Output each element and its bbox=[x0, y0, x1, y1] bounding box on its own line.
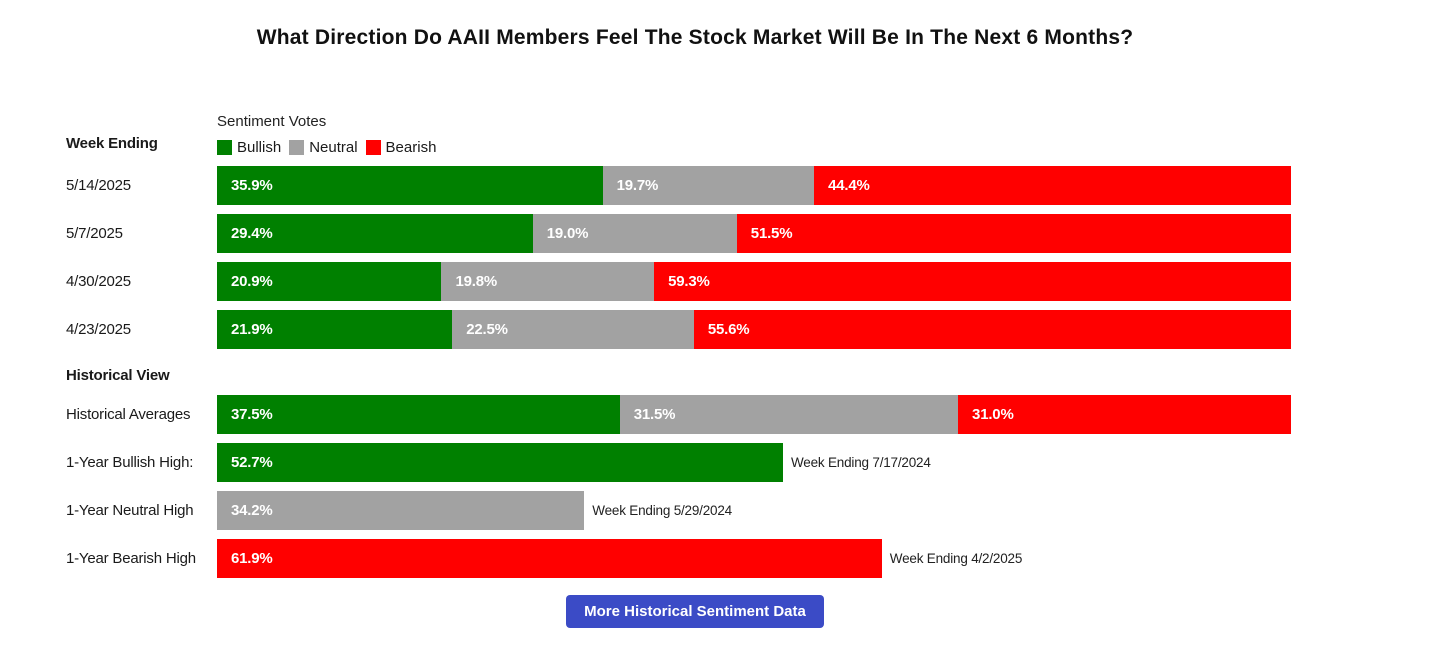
legend-item-bearish: Bearish bbox=[365, 139, 437, 156]
legend-label-bearish: Bearish bbox=[385, 139, 437, 156]
bearish-value-label: 31.0% bbox=[972, 406, 1014, 423]
neutral-swatch-icon bbox=[289, 140, 305, 155]
bullish-segment: 35.9% bbox=[217, 166, 603, 205]
bar-area: 34.2% Week Ending 5/29/2024 bbox=[217, 491, 1291, 530]
bullish-segment: 21.9% bbox=[217, 310, 453, 349]
bullish-value-label: 37.5% bbox=[231, 406, 273, 423]
bullish-value-label: 29.4% bbox=[231, 225, 273, 242]
bearish-high-annotation: Week Ending 4/2/2025 bbox=[889, 551, 1023, 566]
bearish-high-bar: 61.9% bbox=[217, 539, 882, 578]
button-row: More Historical Sentiment Data bbox=[0, 595, 1390, 628]
stacked-bar: 29.4% 19.0% 51.5% bbox=[217, 214, 1291, 253]
one-year-bullish-high-label: 1-Year Bullish High: bbox=[66, 454, 194, 471]
sentiment-row-week-2: 5/7/2025 29.4% 19.0% 51.5% bbox=[66, 214, 1390, 253]
legend-title: Sentiment Votes bbox=[217, 113, 327, 130]
stacked-bar: 21.9% 22.5% 55.6% bbox=[217, 310, 1291, 349]
bullish-high-bar: 52.7% bbox=[217, 443, 783, 482]
bullish-high-value-label: 52.7% bbox=[231, 454, 273, 471]
neutral-segment: 19.7% bbox=[602, 166, 815, 205]
week-date-label: 4/30/2025 bbox=[66, 273, 131, 290]
neutral-value-label: 31.5% bbox=[633, 406, 676, 423]
bullish-segment: 29.4% bbox=[217, 214, 533, 253]
neutral-value-label: 19.8% bbox=[455, 273, 497, 290]
neutral-segment: 19.0% bbox=[532, 214, 737, 253]
bar-area: 52.7% Week Ending 7/17/2024 bbox=[217, 443, 1291, 482]
sentiment-row-week-4: 4/23/2025 21.9% 22.5% 55.6% bbox=[66, 310, 1390, 349]
neutral-high-value-label: 34.2% bbox=[231, 502, 273, 519]
bullish-value-label: 21.9% bbox=[231, 321, 273, 338]
chart-title: What Direction Do AAII Members Feel The … bbox=[256, 26, 1134, 49]
week-ending-column-header: Week Ending bbox=[66, 135, 158, 152]
neutral-value-label: 19.0% bbox=[546, 225, 589, 242]
neutral-segment: 19.8% bbox=[441, 262, 655, 301]
neutral-value-label: 22.5% bbox=[466, 321, 508, 338]
legend: Bullish Neutral Bearish bbox=[217, 139, 444, 156]
stacked-bar: 35.9% 19.7% 44.4% bbox=[217, 166, 1291, 205]
historical-averages-row: Historical Averages 37.5% 31.5% 31.0% bbox=[66, 395, 1390, 434]
one-year-neutral-high-row: 1-Year Neutral High 34.2% Week Ending 5/… bbox=[66, 491, 1390, 530]
bullish-value-label: 35.9% bbox=[231, 177, 273, 194]
week-date-label: 5/7/2025 bbox=[66, 225, 123, 242]
sentiment-chart: Week Ending Sentiment Votes Bullish Neut… bbox=[66, 112, 1390, 578]
bearish-segment: 59.3% bbox=[654, 262, 1291, 301]
bearish-segment: 31.0% bbox=[958, 395, 1291, 434]
bearish-high-value-label: 61.9% bbox=[231, 550, 273, 567]
legend-block: Sentiment Votes Bullish Neutral Beari bbox=[217, 112, 444, 156]
bearish-segment: 44.4% bbox=[814, 166, 1291, 205]
bar-area: 61.9% Week Ending 4/2/2025 bbox=[217, 539, 1291, 578]
bullish-swatch-icon bbox=[217, 140, 232, 155]
bearish-value-label: 44.4% bbox=[828, 177, 870, 194]
neutral-segment: 22.5% bbox=[452, 310, 694, 349]
sentiment-row-week-1: 5/14/2025 35.9% 19.7% 44.4% bbox=[66, 166, 1390, 205]
neutral-value-label: 19.7% bbox=[616, 177, 659, 194]
bullish-value-label: 20.9% bbox=[231, 273, 273, 290]
bullish-segment: 37.5% bbox=[217, 395, 620, 434]
more-historical-sentiment-data-button[interactable]: More Historical Sentiment Data bbox=[566, 595, 824, 628]
neutral-high-bar: 34.2% bbox=[217, 491, 585, 530]
legend-item-neutral: Neutral bbox=[289, 139, 358, 156]
bearish-value-label: 59.3% bbox=[668, 273, 710, 290]
bullish-segment: 20.9% bbox=[217, 262, 442, 301]
stacked-bar: 37.5% 31.5% 31.0% bbox=[217, 395, 1291, 434]
bearish-swatch-icon bbox=[365, 140, 381, 155]
chart-header: Week Ending Sentiment Votes Bullish Neut… bbox=[66, 112, 1390, 156]
one-year-bearish-high-row: 1-Year Bearish High 61.9% Week Ending 4/… bbox=[66, 539, 1390, 578]
bullish-high-annotation: Week Ending 7/17/2024 bbox=[790, 455, 931, 470]
one-year-bearish-high-label: 1-Year Bearish High bbox=[66, 550, 196, 567]
sentiment-row-week-3: 4/30/2025 20.9% 19.8% 59.3% bbox=[66, 262, 1390, 301]
legend-label-bullish: Bullish bbox=[237, 139, 282, 156]
stacked-bar: 20.9% 19.8% 59.3% bbox=[217, 262, 1291, 301]
bearish-segment: 55.6% bbox=[693, 310, 1291, 349]
one-year-neutral-high-label: 1-Year Neutral High bbox=[66, 502, 194, 519]
neutral-segment: 31.5% bbox=[619, 395, 959, 434]
historical-averages-label: Historical Averages bbox=[66, 406, 191, 423]
week-date-label: 4/23/2025 bbox=[66, 321, 131, 338]
content-wrapper: What Direction Do AAII Members Feel The … bbox=[0, 26, 1390, 628]
bearish-value-label: 51.5% bbox=[750, 225, 793, 242]
bearish-segment: 51.5% bbox=[736, 214, 1291, 253]
week-date-label: 5/14/2025 bbox=[66, 177, 131, 194]
legend-item-bullish: Bullish bbox=[217, 139, 281, 156]
legend-label-neutral: Neutral bbox=[309, 139, 358, 156]
one-year-bullish-high-row: 1-Year Bullish High: 52.7% Week Ending 7… bbox=[66, 443, 1390, 482]
bearish-value-label: 55.6% bbox=[707, 321, 750, 338]
historical-view-heading: Historical View bbox=[66, 367, 170, 384]
neutral-high-annotation: Week Ending 5/29/2024 bbox=[592, 503, 732, 518]
